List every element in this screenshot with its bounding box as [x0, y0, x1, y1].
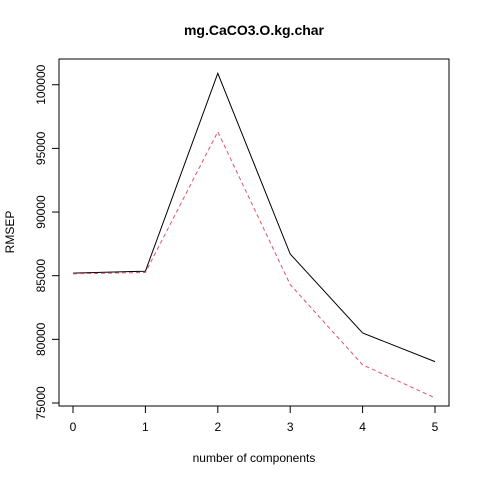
y-tick-label: 100000 [34, 64, 48, 104]
y-tick-label: 75000 [34, 386, 48, 420]
x-tick-label: 2 [214, 420, 221, 434]
series-line-dashed [72, 130, 436, 399]
x-tick-label: 3 [287, 420, 294, 434]
y-axis-label: RMSEP [3, 211, 17, 254]
plot-frame [58, 58, 450, 407]
y-tick-label: 95000 [34, 131, 48, 165]
y-axis: 75000 80000 85000 90000 95000 100000 [34, 64, 59, 420]
x-tick-label: 0 [70, 420, 77, 434]
x-axis: 0 1 2 3 4 5 [70, 406, 439, 434]
chart-title: mg.CaCO3.O.kg.char [184, 22, 325, 38]
series-line-solid [72, 71, 436, 363]
x-axis-label: number of components [193, 451, 316, 465]
x-tick-label: 1 [142, 420, 149, 434]
y-tick-label: 80000 [34, 322, 48, 356]
series-layer [72, 71, 436, 399]
y-tick-label: 90000 [34, 195, 48, 229]
x-tick-label: 5 [432, 420, 439, 434]
y-tick-label: 85000 [34, 259, 48, 293]
x-tick-label: 4 [359, 420, 366, 434]
